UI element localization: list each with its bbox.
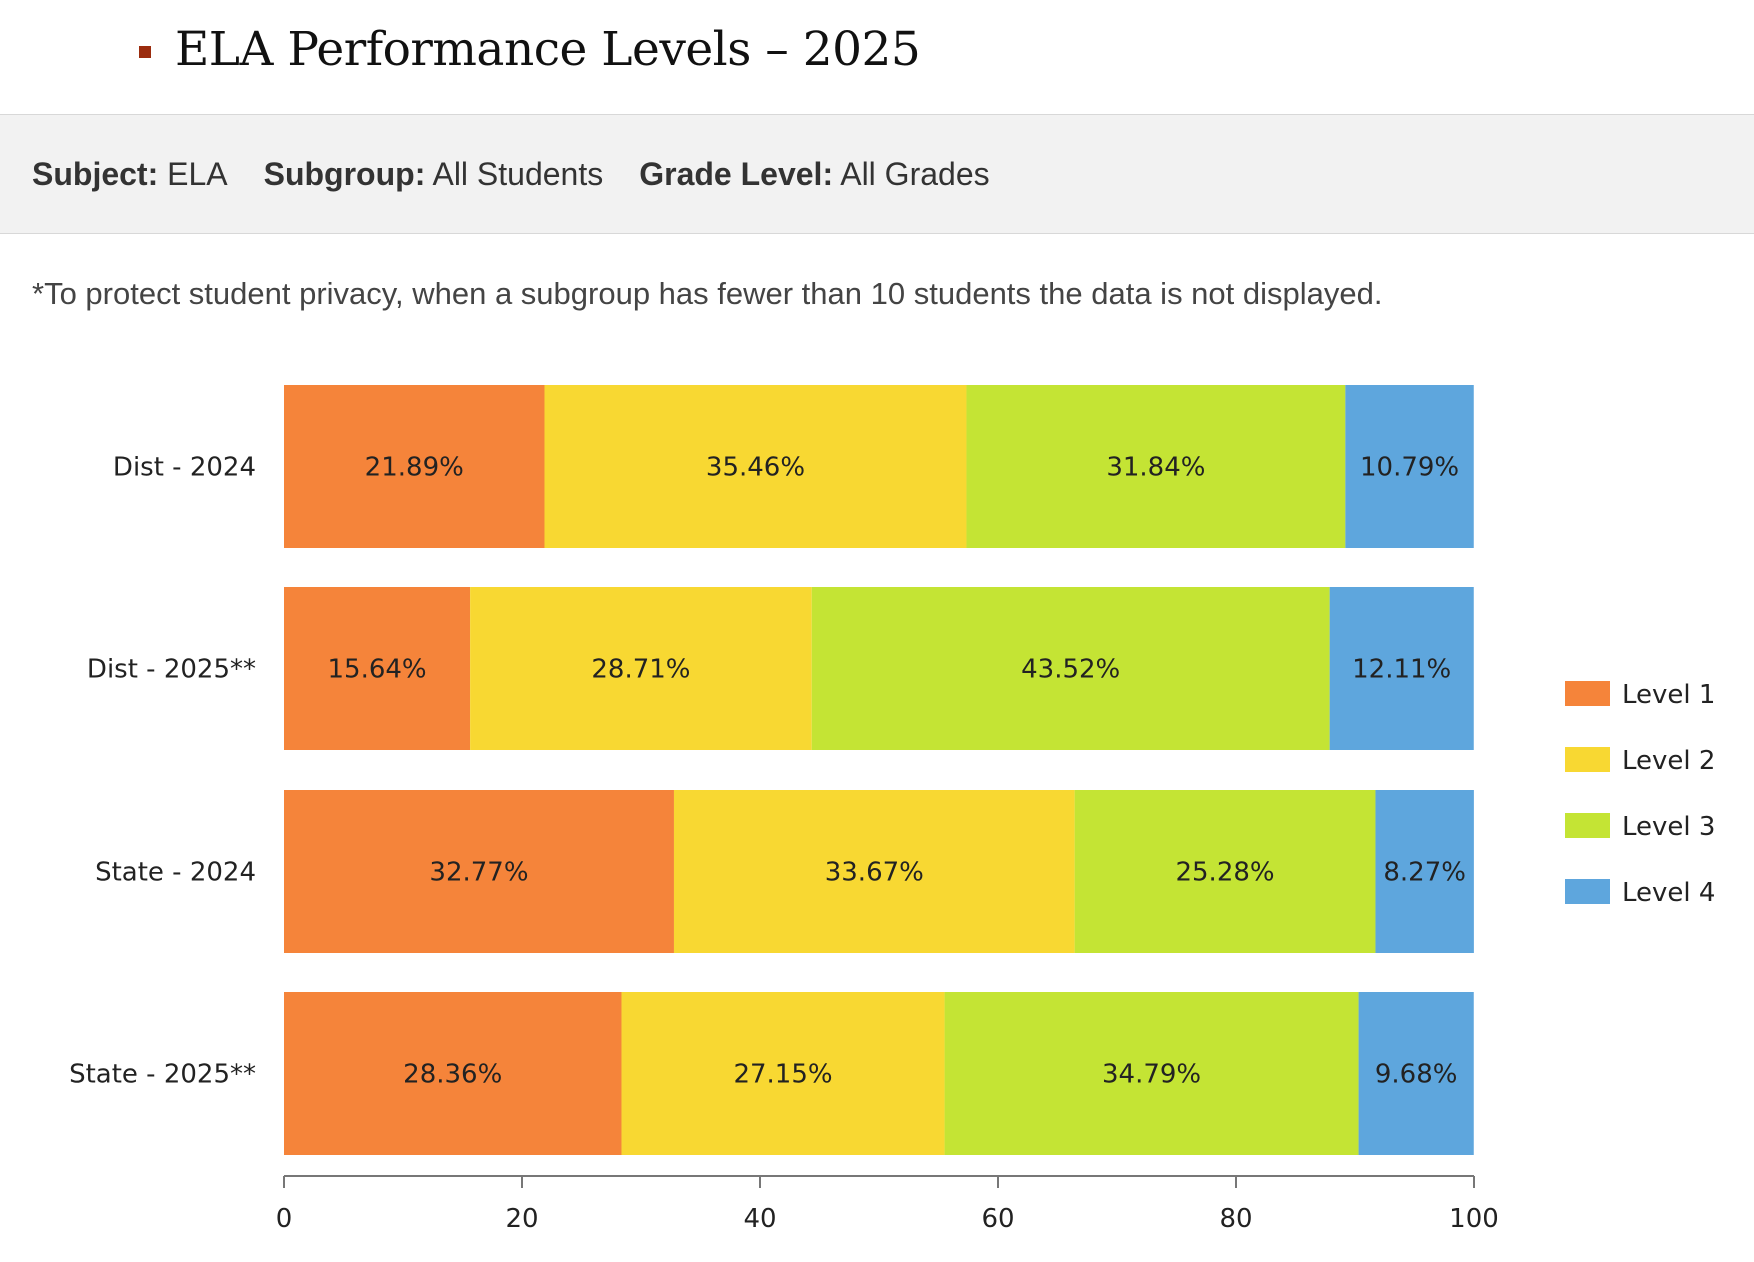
filter-grade-label: Grade Level: — [639, 155, 834, 192]
bar-data-label: 43.52% — [1021, 655, 1120, 685]
slide-title: ELA Performance Levels – 2025 — [139, 14, 921, 84]
filter-grade: Grade Level: All Grades — [639, 156, 989, 193]
filter-subject: Subject: ELA — [32, 156, 228, 193]
x-tick-label: 100 — [1449, 1204, 1499, 1234]
bar-data-label: 15.64% — [327, 655, 426, 685]
bar-segment — [1345, 385, 1474, 548]
legend-swatch — [1565, 747, 1610, 772]
bar-segment — [1329, 587, 1474, 750]
bar-segment — [544, 385, 967, 548]
legend-swatch — [1565, 879, 1610, 904]
legend-label: Level 3 — [1622, 812, 1715, 842]
filter-subgroup-label: Subgroup: — [263, 155, 426, 192]
bar-data-label: 25.28% — [1175, 858, 1274, 888]
bar-data-label: 28.71% — [591, 655, 690, 685]
bar-data-label: 8.27% — [1383, 858, 1466, 888]
x-tick-label: 60 — [981, 1204, 1014, 1234]
filter-subject-label: Subject: — [32, 155, 159, 192]
legend-label: Level 1 — [1622, 680, 1715, 710]
x-tick-label: 20 — [505, 1204, 538, 1234]
bar-segment — [944, 992, 1359, 1155]
filter-bar: Subject: ELA Subgroup: All Students Grad… — [0, 114, 1754, 234]
bar-data-label: 21.89% — [365, 453, 464, 483]
row-label: State - 2025** — [69, 1060, 256, 1090]
bar-data-label: 12.11% — [1352, 655, 1451, 685]
bar-segment — [673, 790, 1075, 953]
filter-subgroup: Subgroup: All Students — [264, 156, 604, 193]
bar-data-label: 32.77% — [429, 858, 528, 888]
row-label: Dist - 2024 — [113, 453, 256, 483]
bar-segment — [966, 385, 1346, 548]
title-bullet-icon — [139, 46, 151, 58]
legend-label: Level 4 — [1622, 878, 1715, 908]
x-tick-label: 0 — [276, 1204, 293, 1234]
x-tick-label: 40 — [743, 1204, 776, 1234]
bar-data-label: 9.68% — [1375, 1060, 1458, 1090]
bar-segment — [1358, 992, 1474, 1155]
legend-swatch — [1565, 813, 1610, 838]
bar-data-label: 34.79% — [1102, 1060, 1201, 1090]
legend-label: Level 2 — [1622, 746, 1715, 776]
bar-data-label: 10.79% — [1360, 453, 1459, 483]
bar-segment — [470, 587, 812, 750]
bar-data-label: 33.67% — [825, 858, 924, 888]
bar-data-label: 28.36% — [403, 1060, 502, 1090]
bar-segment — [284, 790, 674, 953]
bar-data-label: 31.84% — [1106, 453, 1205, 483]
bar-segment — [284, 587, 471, 750]
bar-segment — [1074, 790, 1376, 953]
bar-data-label: 35.46% — [706, 453, 805, 483]
filter-subject-value: ELA — [167, 155, 228, 192]
legend-swatch — [1565, 681, 1610, 706]
x-tick-label: 80 — [1219, 1204, 1252, 1234]
filter-subgroup-value: All Students — [432, 155, 604, 192]
row-label: State - 2024 — [95, 858, 256, 888]
title-text: ELA Performance Levels – 2025 — [175, 21, 921, 77]
filter-grade-value: All Grades — [840, 155, 990, 192]
row-label: Dist - 2025** — [87, 655, 256, 685]
bar-segment — [811, 587, 1330, 750]
bar-segment — [284, 992, 622, 1155]
privacy-note: *To protect student privacy, when a subg… — [32, 276, 1383, 311]
bar-segment — [1375, 790, 1474, 953]
bar-segment — [284, 385, 545, 548]
bar-data-label: 27.15% — [733, 1060, 832, 1090]
bar-segment — [621, 992, 945, 1155]
